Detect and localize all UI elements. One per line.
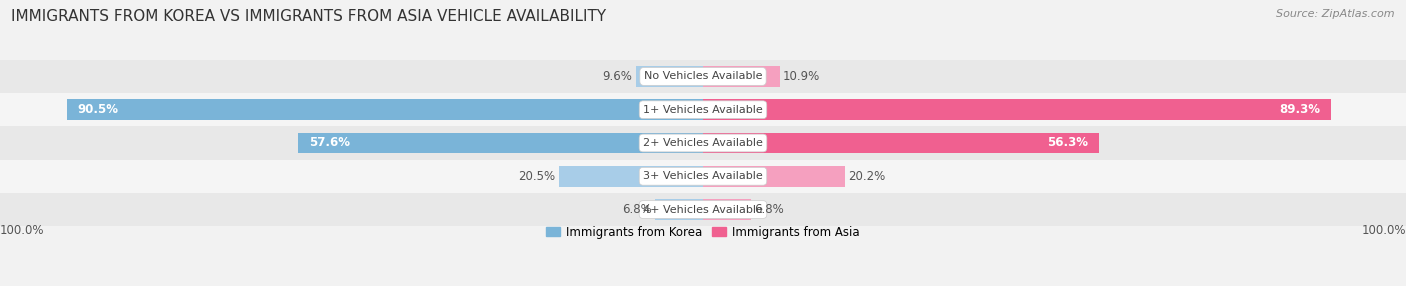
Bar (703, 100, 1330, 120)
Bar (0, 93, 1406, 126)
Bar (0, 193, 1406, 226)
Bar (298, 133, 703, 153)
Text: 56.3%: 56.3% (1047, 136, 1088, 150)
Text: 3+ Vehicles Available: 3+ Vehicles Available (643, 171, 763, 181)
Text: 100.0%: 100.0% (1361, 224, 1406, 237)
Text: 10.9%: 10.9% (783, 70, 820, 83)
Text: 4+ Vehicles Available: 4+ Vehicles Available (643, 204, 763, 214)
Bar (636, 66, 703, 87)
Text: 20.2%: 20.2% (849, 170, 886, 183)
Legend: Immigrants from Korea, Immigrants from Asia: Immigrants from Korea, Immigrants from A… (541, 221, 865, 243)
Bar (0, 60, 1406, 93)
Text: 90.5%: 90.5% (77, 103, 118, 116)
Text: 2+ Vehicles Available: 2+ Vehicles Available (643, 138, 763, 148)
Bar (66, 100, 703, 120)
Text: IMMIGRANTS FROM KOREA VS IMMIGRANTS FROM ASIA VEHICLE AVAILABILITY: IMMIGRANTS FROM KOREA VS IMMIGRANTS FROM… (11, 9, 606, 23)
Text: No Vehicles Available: No Vehicles Available (644, 72, 762, 82)
Text: 6.8%: 6.8% (621, 203, 652, 216)
Bar (0, 126, 1406, 160)
Bar (703, 199, 751, 220)
Bar (703, 66, 779, 87)
Text: 9.6%: 9.6% (602, 70, 633, 83)
Text: 100.0%: 100.0% (0, 224, 45, 237)
Text: 57.6%: 57.6% (308, 136, 350, 150)
Text: Source: ZipAtlas.com: Source: ZipAtlas.com (1277, 9, 1395, 19)
Text: 20.5%: 20.5% (519, 170, 555, 183)
Bar (0, 160, 1406, 193)
Text: 89.3%: 89.3% (1279, 103, 1320, 116)
Text: 6.8%: 6.8% (754, 203, 785, 216)
Text: 1+ Vehicles Available: 1+ Vehicles Available (643, 105, 763, 115)
Bar (655, 199, 703, 220)
Bar (703, 166, 845, 186)
Bar (703, 133, 1099, 153)
Bar (560, 166, 703, 186)
